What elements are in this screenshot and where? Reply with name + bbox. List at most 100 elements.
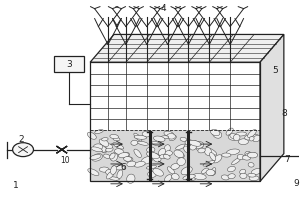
Ellipse shape bbox=[122, 152, 129, 158]
Ellipse shape bbox=[124, 157, 132, 161]
Ellipse shape bbox=[202, 168, 208, 173]
Ellipse shape bbox=[103, 154, 110, 158]
Ellipse shape bbox=[172, 174, 179, 180]
Ellipse shape bbox=[100, 145, 107, 153]
Ellipse shape bbox=[183, 175, 195, 180]
Ellipse shape bbox=[146, 152, 159, 159]
Ellipse shape bbox=[147, 147, 155, 153]
Ellipse shape bbox=[185, 140, 193, 145]
Ellipse shape bbox=[193, 174, 206, 180]
Ellipse shape bbox=[248, 163, 254, 167]
Ellipse shape bbox=[206, 169, 215, 176]
Ellipse shape bbox=[92, 154, 103, 161]
Ellipse shape bbox=[181, 167, 192, 175]
Ellipse shape bbox=[248, 152, 258, 158]
Ellipse shape bbox=[208, 170, 215, 175]
Ellipse shape bbox=[95, 130, 103, 134]
Ellipse shape bbox=[110, 153, 118, 161]
Ellipse shape bbox=[188, 176, 196, 180]
Ellipse shape bbox=[106, 171, 114, 179]
Ellipse shape bbox=[134, 161, 145, 167]
Text: 2: 2 bbox=[19, 135, 24, 144]
Ellipse shape bbox=[196, 142, 203, 151]
Ellipse shape bbox=[110, 166, 117, 174]
Text: 10: 10 bbox=[60, 156, 70, 165]
Ellipse shape bbox=[99, 167, 109, 172]
Ellipse shape bbox=[249, 136, 254, 141]
Ellipse shape bbox=[169, 135, 176, 141]
Ellipse shape bbox=[117, 170, 123, 179]
Polygon shape bbox=[90, 34, 284, 62]
Ellipse shape bbox=[198, 148, 205, 153]
Ellipse shape bbox=[249, 176, 259, 181]
Ellipse shape bbox=[233, 134, 240, 141]
Ellipse shape bbox=[112, 165, 125, 170]
Ellipse shape bbox=[180, 137, 187, 141]
Ellipse shape bbox=[127, 174, 135, 183]
Ellipse shape bbox=[138, 141, 148, 145]
Bar bbox=[54, 56, 84, 72]
Ellipse shape bbox=[152, 153, 161, 162]
Ellipse shape bbox=[226, 128, 233, 135]
Ellipse shape bbox=[141, 156, 153, 164]
Ellipse shape bbox=[174, 150, 184, 158]
Ellipse shape bbox=[152, 141, 161, 146]
Ellipse shape bbox=[207, 148, 217, 155]
Ellipse shape bbox=[252, 135, 260, 139]
Ellipse shape bbox=[222, 153, 231, 157]
Ellipse shape bbox=[211, 129, 220, 136]
Text: 1: 1 bbox=[13, 181, 19, 190]
Ellipse shape bbox=[190, 144, 196, 150]
Ellipse shape bbox=[238, 139, 248, 145]
Bar bbox=[90, 130, 260, 181]
Ellipse shape bbox=[142, 131, 151, 137]
Text: 6: 6 bbox=[120, 163, 126, 172]
Ellipse shape bbox=[245, 152, 256, 158]
Ellipse shape bbox=[203, 161, 215, 166]
Ellipse shape bbox=[131, 140, 138, 145]
Ellipse shape bbox=[102, 138, 108, 141]
Ellipse shape bbox=[189, 140, 201, 146]
Ellipse shape bbox=[88, 169, 99, 176]
Ellipse shape bbox=[134, 133, 142, 141]
Ellipse shape bbox=[211, 168, 216, 176]
Text: 7: 7 bbox=[284, 155, 290, 164]
Ellipse shape bbox=[148, 171, 156, 177]
Ellipse shape bbox=[106, 147, 113, 152]
Ellipse shape bbox=[134, 135, 147, 139]
Ellipse shape bbox=[237, 154, 244, 160]
Ellipse shape bbox=[164, 131, 174, 137]
Ellipse shape bbox=[125, 157, 133, 162]
Ellipse shape bbox=[184, 142, 193, 148]
Ellipse shape bbox=[113, 138, 120, 141]
Ellipse shape bbox=[248, 173, 256, 177]
Ellipse shape bbox=[167, 134, 176, 139]
Ellipse shape bbox=[134, 149, 141, 158]
Ellipse shape bbox=[184, 146, 190, 153]
Ellipse shape bbox=[213, 155, 222, 163]
Ellipse shape bbox=[146, 165, 157, 169]
Circle shape bbox=[13, 143, 34, 157]
Ellipse shape bbox=[103, 143, 113, 148]
Text: 4: 4 bbox=[160, 4, 166, 13]
Ellipse shape bbox=[110, 153, 115, 159]
Ellipse shape bbox=[245, 151, 251, 157]
Ellipse shape bbox=[167, 167, 175, 174]
Ellipse shape bbox=[164, 145, 170, 152]
Ellipse shape bbox=[228, 135, 236, 140]
Ellipse shape bbox=[94, 144, 103, 150]
Ellipse shape bbox=[176, 144, 186, 150]
Text: 5: 5 bbox=[272, 66, 278, 75]
Ellipse shape bbox=[232, 158, 241, 165]
Ellipse shape bbox=[253, 135, 261, 142]
Text: 9: 9 bbox=[293, 179, 298, 188]
Ellipse shape bbox=[191, 140, 202, 146]
Ellipse shape bbox=[230, 133, 237, 139]
Ellipse shape bbox=[115, 149, 124, 155]
Ellipse shape bbox=[251, 168, 262, 175]
Ellipse shape bbox=[228, 174, 235, 179]
Ellipse shape bbox=[240, 169, 246, 174]
Ellipse shape bbox=[159, 154, 168, 159]
Ellipse shape bbox=[110, 134, 118, 139]
Ellipse shape bbox=[113, 143, 124, 149]
